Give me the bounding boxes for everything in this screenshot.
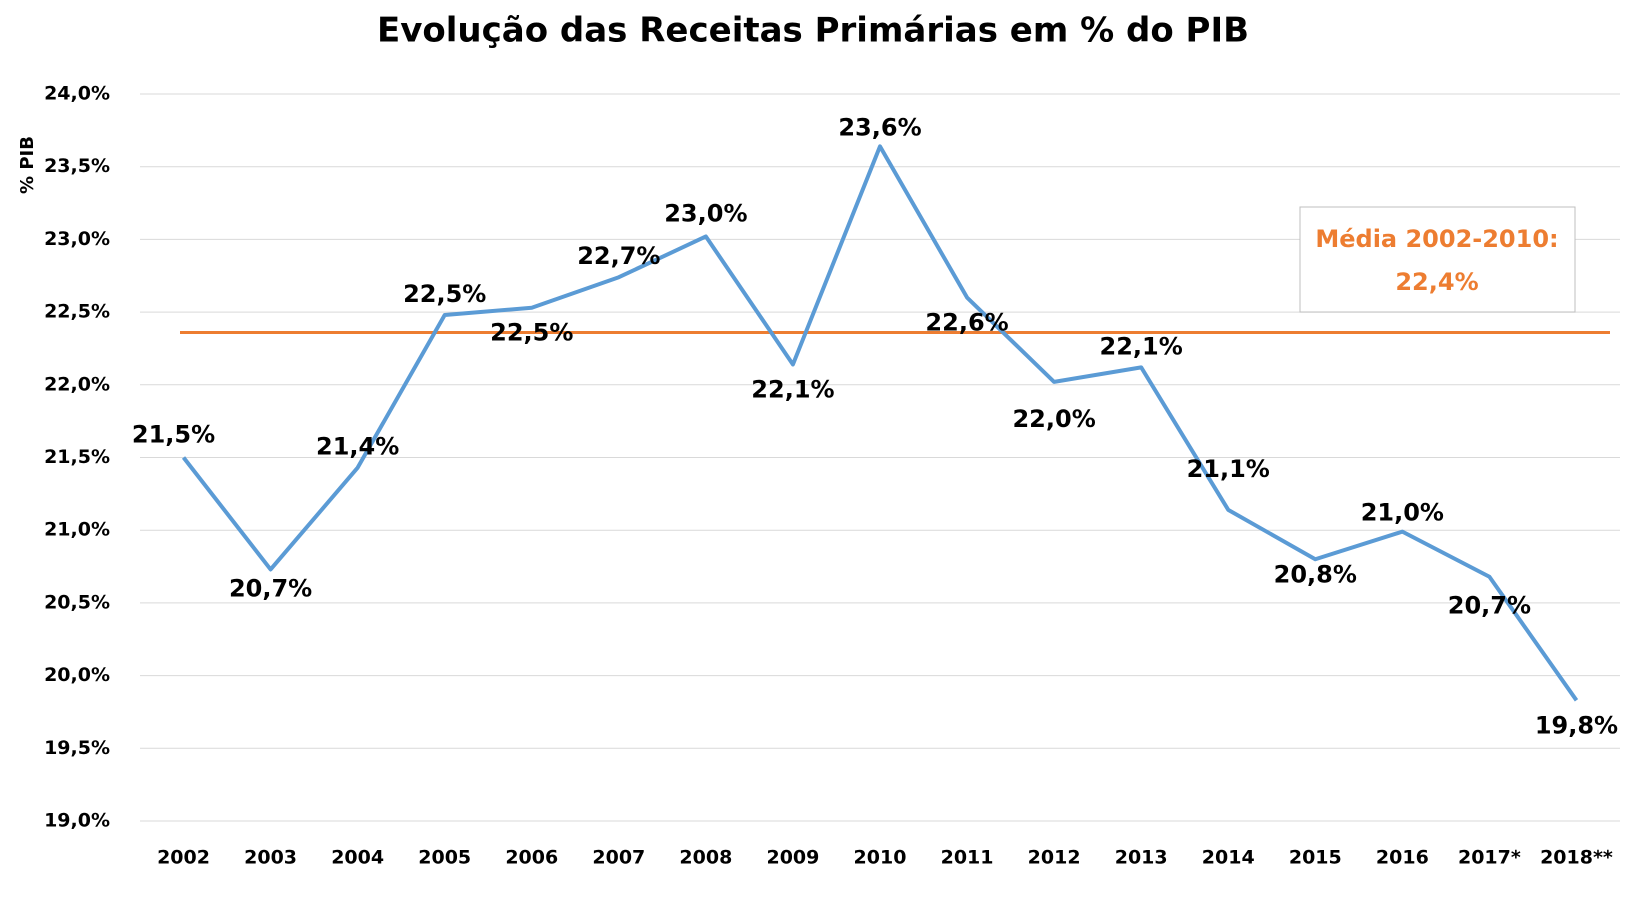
data-label: 22,0% [1012,405,1095,433]
data-label: 22,1% [751,375,834,403]
data-label: 20,7% [229,574,312,602]
data-label: 21,4% [316,433,399,461]
chart-title: Evolução das Receitas Primárias em % do … [377,11,1249,51]
data-label: 22,1% [1100,332,1183,360]
data-label: 22,5% [490,319,573,347]
x-tick-label: 2014 [1202,847,1255,869]
data-label: 21,1% [1187,455,1270,483]
y-tick-label: 22,0% [44,373,110,395]
x-tick-label: 2003 [244,847,297,869]
reference-box [1299,206,1576,313]
x-tick-label: 2012 [1028,847,1081,869]
y-axis-title: % PIB [17,136,38,194]
data-label: 22,7% [577,242,660,270]
x-tick-label: 2002 [157,847,210,869]
data-label: 21,0% [1361,499,1444,527]
data-label: 21,5% [132,421,215,449]
line-series [181,144,1579,702]
x-tick-label: 2005 [418,847,471,869]
y-tick-label: 21,0% [44,519,110,541]
x-tick-label: 2010 [854,847,907,869]
data-label: 19,8% [1535,711,1618,739]
y-tick-label: 21,5% [44,446,110,468]
y-tick-label: 23,0% [44,228,110,250]
y-tick-label: 23,5% [44,155,110,177]
x-tick-label: 2008 [679,847,732,869]
y-tick-label: 24,0% [44,83,110,105]
data-label: 22,5% [403,280,486,308]
data-label: 20,7% [1448,592,1531,620]
data-label: 20,8% [1274,560,1357,588]
data-label: 22,6% [925,309,1008,337]
x-tick-label: 2007 [592,847,645,869]
x-tick-label: 2004 [331,847,384,869]
y-tick-label: 19,0% [44,810,110,832]
y-tick-label: 22,5% [44,301,110,323]
x-tick-label: 2006 [505,847,558,869]
y-tick-label: 20,5% [44,591,110,613]
x-tick-label: 2017* [1458,847,1521,869]
x-tick-label: 2018** [1540,847,1613,869]
x-tick-label: 2011 [941,847,994,869]
data-label: 23,6% [838,113,921,141]
reference-name: Média 2002-2010: [1315,225,1558,253]
x-tick-label: 2015 [1289,847,1342,869]
reference-label: 22,4% [1395,268,1478,296]
x-tick-label: 2013 [1115,847,1168,869]
x-tick-label: 2009 [766,847,819,869]
x-tick-label: 2016 [1376,847,1429,869]
y-tick-label: 19,5% [44,737,110,759]
data-label: 23,0% [664,199,747,227]
y-tick-label: 20,0% [44,664,110,686]
